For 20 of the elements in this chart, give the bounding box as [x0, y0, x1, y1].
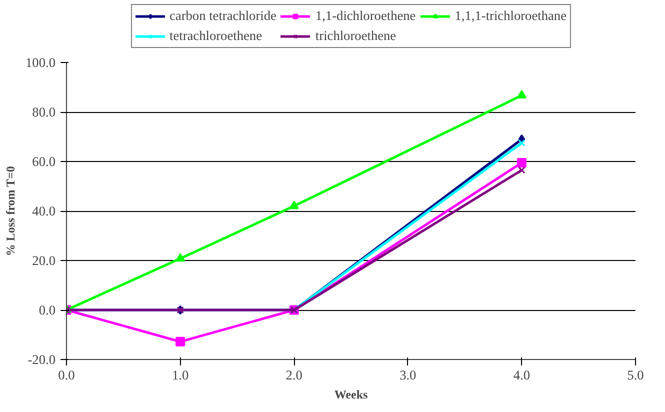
x-axis-title: Weeks — [334, 388, 368, 402]
y-tick-label: 20.0 — [32, 253, 56, 268]
x-tick-label: 0.0 — [58, 368, 76, 382]
y-tick-label: 80.0 — [32, 104, 56, 120]
legend-label: 1,1-dichloroethene — [315, 8, 416, 24]
y-tick-label: 60.0 — [32, 154, 56, 169]
legend-label: 1,1,1-trichloroethane — [454, 8, 567, 24]
y-tick-label: -20.0 — [28, 352, 56, 367]
legend-label: carbon tetrachloride — [169, 8, 276, 24]
x-tick-label: 2.0 — [286, 368, 303, 382]
x-tick-label: 5.0 — [627, 368, 644, 382]
y-tick-label: 40.0 — [32, 204, 56, 218]
y-tick-label: 100.0 — [26, 55, 56, 70]
x-tick-label: 1.0 — [172, 368, 189, 382]
legend-label: trichloroethene — [315, 28, 396, 44]
y-tick-label: 0.0 — [38, 302, 56, 318]
x-tick-label: 3.0 — [400, 368, 417, 382]
legend-label: tetrachloroethene — [169, 28, 262, 44]
x-tick-label: 4.0 — [513, 368, 530, 382]
y-axis-title: % Loss from T=0 — [4, 166, 18, 256]
